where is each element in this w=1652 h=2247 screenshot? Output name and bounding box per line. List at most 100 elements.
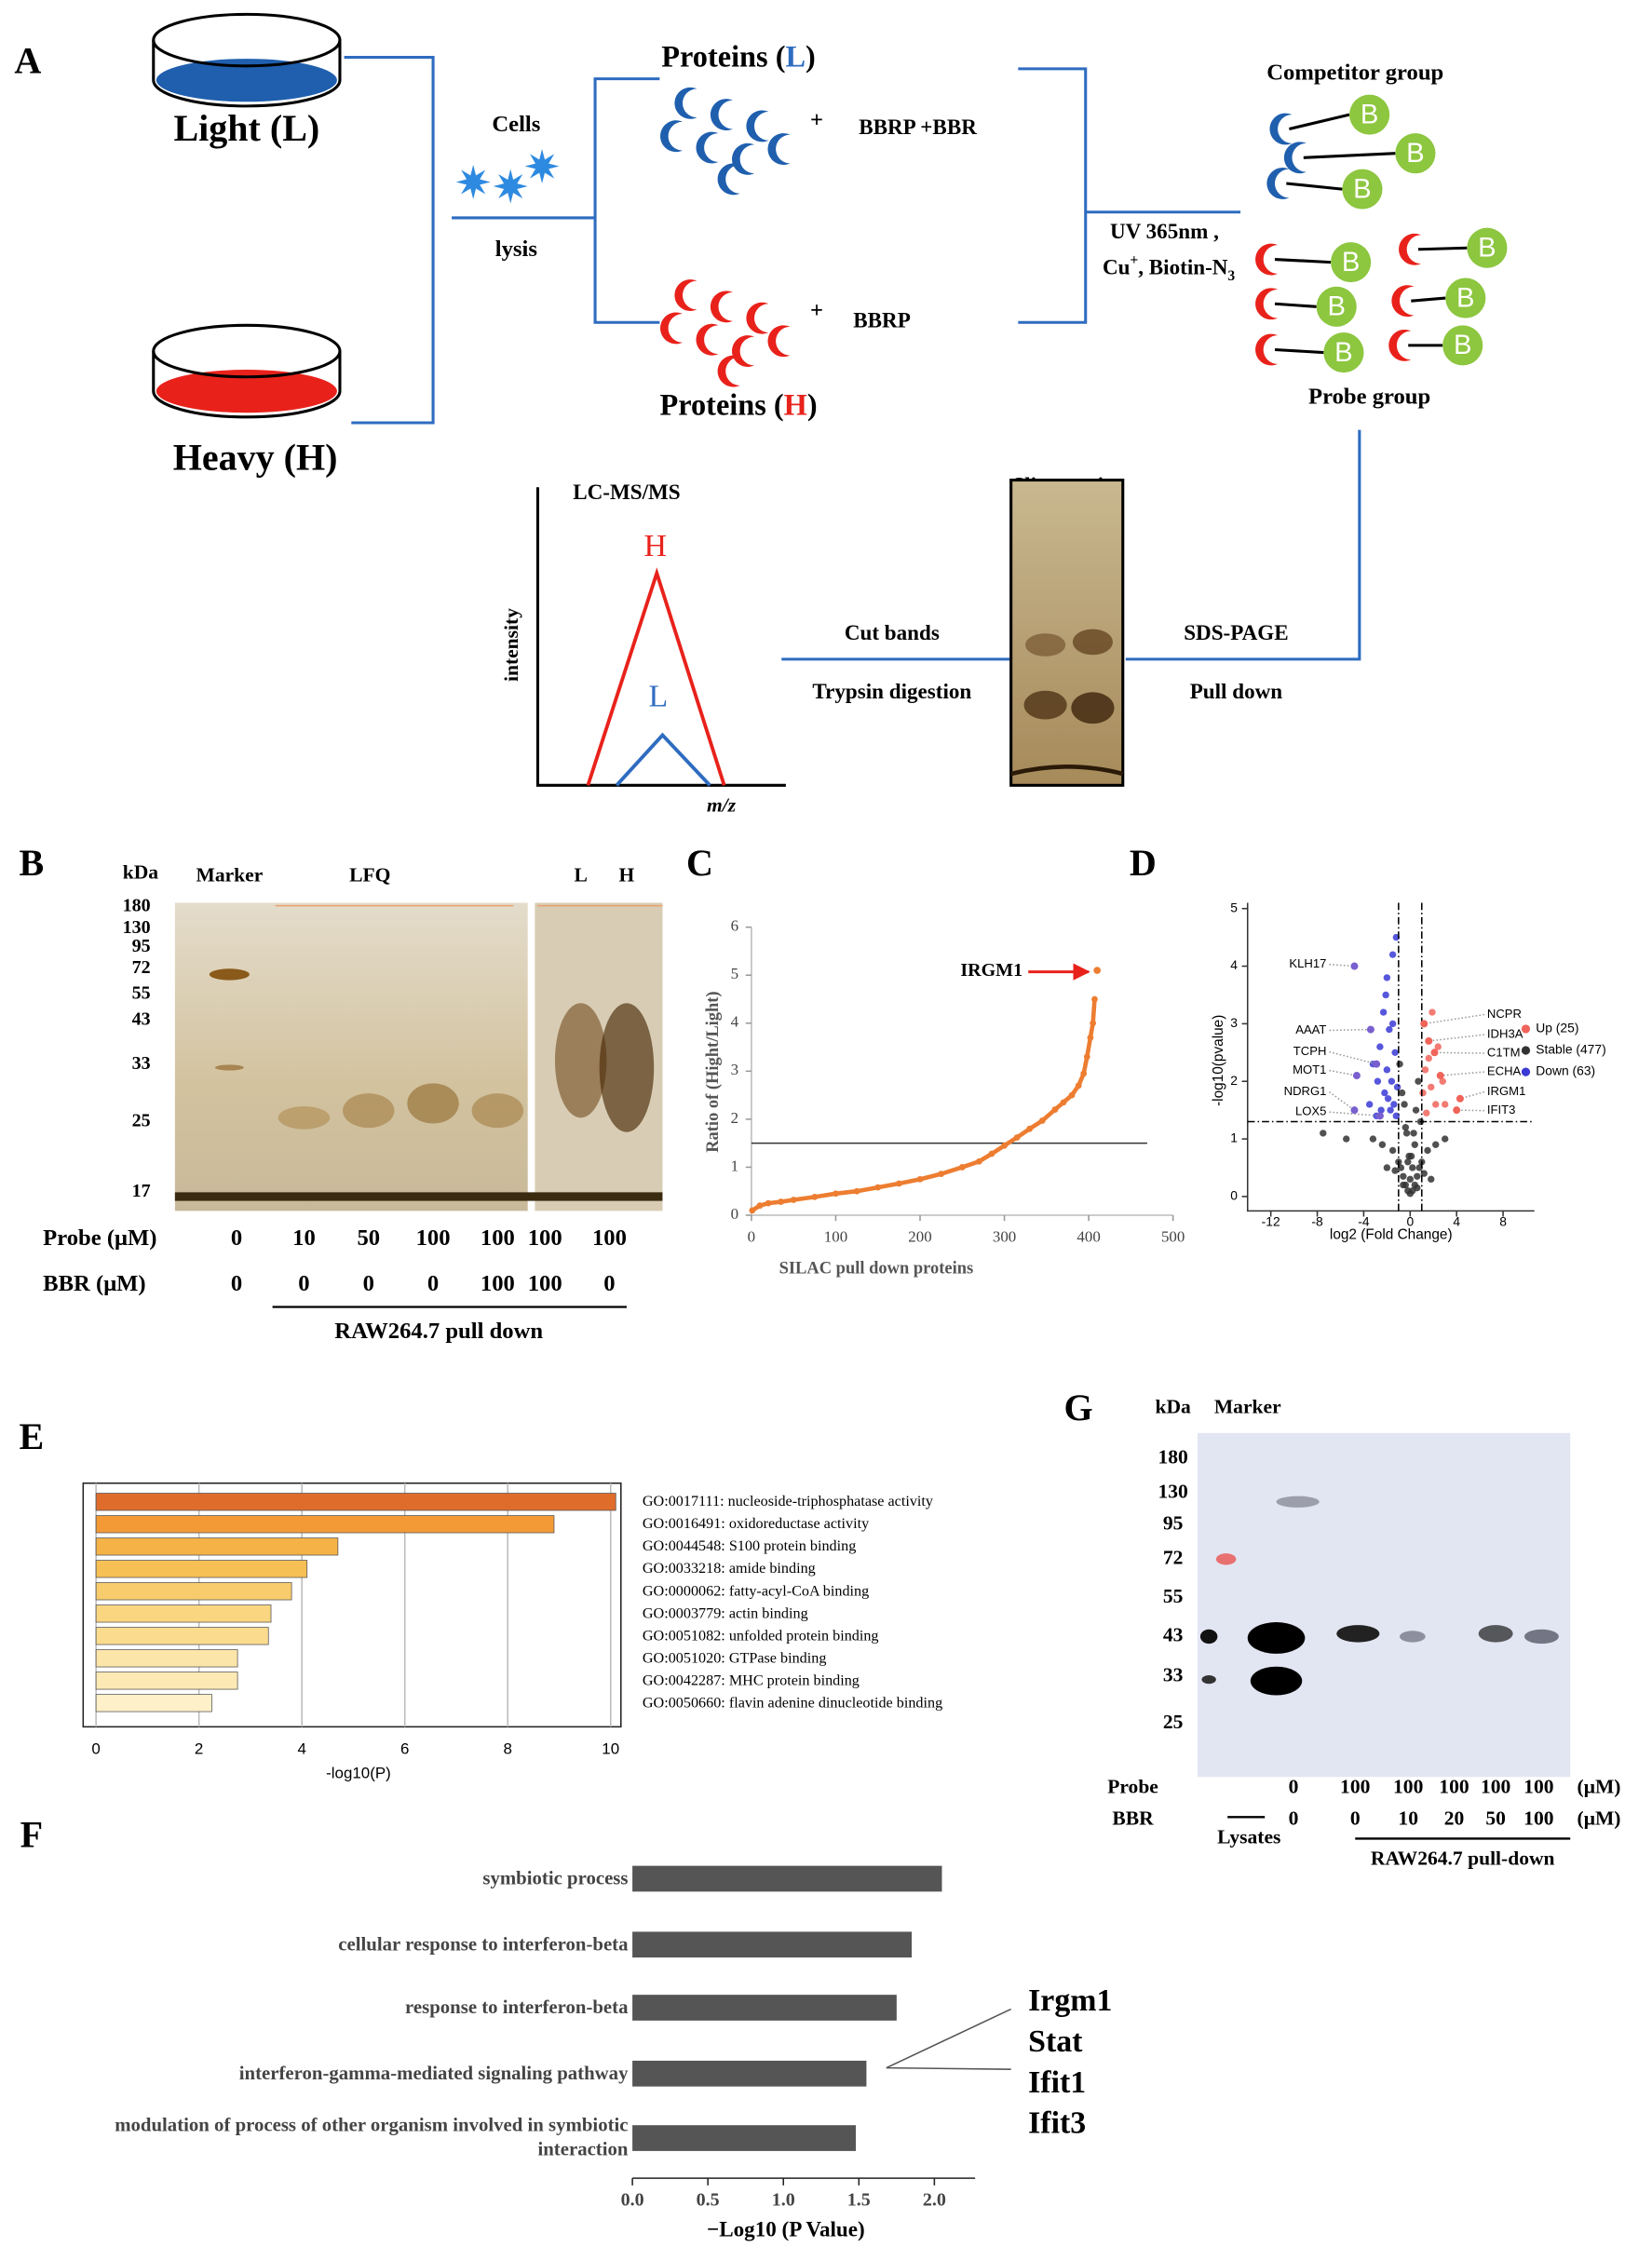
- dish-medium: [156, 370, 337, 413]
- point: [1410, 1130, 1417, 1137]
- mw-label: 55: [1163, 1585, 1184, 1607]
- point: [1396, 1060, 1403, 1068]
- labeled-point: [1436, 1072, 1444, 1080]
- panel-label: D: [1130, 842, 1157, 884]
- point: [958, 1164, 966, 1171]
- biotin: [1467, 227, 1508, 268]
- annotation: IRGM1: [960, 960, 1022, 981]
- axes: [1246, 902, 1535, 1212]
- letter: L: [785, 40, 806, 74]
- category-label-box: response to interferon-beta: [405, 1996, 628, 2017]
- protein: [746, 110, 769, 142]
- protein: [1255, 288, 1279, 320]
- point: [1376, 1043, 1384, 1050]
- point: [778, 1198, 785, 1205]
- legend-label: Up (25): [1536, 1021, 1578, 1036]
- bar: [95, 1627, 269, 1645]
- x-tick-label: 8: [504, 1739, 512, 1757]
- x-tick-label: 10: [602, 1739, 619, 1757]
- point: [1388, 951, 1397, 958]
- point: [1409, 1164, 1416, 1171]
- point: [976, 1157, 982, 1165]
- y-tick-label: 5: [731, 965, 738, 982]
- mw-label: 72: [1163, 1546, 1184, 1568]
- point: [1406, 1175, 1415, 1184]
- biotin-label: B: [1353, 174, 1372, 204]
- protein: [767, 325, 791, 358]
- y-axis-title: -log10(pvalue): [1211, 1015, 1226, 1106]
- lysates: Lysates: [1217, 1825, 1280, 1848]
- x-tick-label: -8: [1311, 1213, 1323, 1228]
- lane-label: Marker: [196, 864, 263, 887]
- bbrp-bbr: BBRP +BBR: [859, 115, 977, 139]
- leader-line: [1456, 1109, 1484, 1112]
- x-tick-label: 0: [91, 1739, 100, 1757]
- mw-label: 25: [132, 1111, 151, 1131]
- bar: [95, 1560, 308, 1578]
- kda-label: kDa: [123, 861, 159, 884]
- protein: [732, 142, 755, 175]
- dish-rim: [152, 323, 342, 379]
- biotin-label: B: [1361, 100, 1379, 129]
- lysis-label: lysis: [495, 237, 537, 262]
- leader-line: [1329, 1091, 1355, 1111]
- point: [1387, 1106, 1394, 1114]
- x-tick-label: 4: [1453, 1213, 1460, 1228]
- bbr-value: 100: [1523, 1807, 1553, 1829]
- bbr-value: 0: [1350, 1807, 1361, 1829]
- lane-label: H: [619, 864, 635, 887]
- point: [1439, 1077, 1446, 1085]
- biotin-label: B: [1342, 248, 1361, 277]
- bbr-value: 0: [603, 1271, 615, 1296]
- linker: [1417, 246, 1468, 251]
- category-label: GO:0051082: unfolded protein binding: [643, 1628, 879, 1644]
- labeled-point: [1350, 1106, 1359, 1115]
- bbr-value: 0: [298, 1271, 309, 1296]
- lane-label: L: [574, 864, 587, 887]
- point-label: IFIT3: [1487, 1103, 1516, 1117]
- point: [1090, 1020, 1097, 1027]
- point: [1429, 1008, 1436, 1016]
- x-tick-label: 300: [993, 1228, 1016, 1246]
- protein: [717, 163, 740, 196]
- biotin-label: B: [1456, 283, 1475, 313]
- point: [1075, 1082, 1082, 1090]
- bbr-value: 0: [1289, 1807, 1299, 1829]
- point: [1388, 1020, 1397, 1028]
- y-tick-label: 1: [1230, 1130, 1238, 1145]
- bar: [95, 1694, 212, 1712]
- pull-down: Pull down: [1190, 679, 1283, 703]
- point: [1432, 1101, 1440, 1108]
- point: [1404, 1187, 1412, 1195]
- point: [1425, 1054, 1432, 1063]
- labeled-point: [1373, 1060, 1381, 1068]
- point-label: AAAT: [1295, 1022, 1326, 1036]
- point-label: TCPH: [1293, 1044, 1327, 1058]
- bar: [632, 2060, 867, 2087]
- probe-value: 100: [481, 1225, 515, 1251]
- category-label: GO:0042287: MHC protein binding: [643, 1672, 860, 1688]
- category-label: GO:0003779: actin binding: [643, 1605, 808, 1621]
- band: [1199, 1629, 1218, 1645]
- probe-value: 100: [1481, 1776, 1510, 1798]
- mw-label: 43: [132, 1008, 151, 1029]
- point: [1400, 1172, 1407, 1180]
- sds-page: SDS-PAGE: [1184, 620, 1288, 644]
- point: [1383, 1164, 1391, 1171]
- superscript: +: [1130, 252, 1138, 268]
- gene-pointer: [886, 2008, 1011, 2070]
- panel-label: C: [686, 842, 713, 884]
- gene-label: Irgm1: [1028, 1983, 1112, 2018]
- protein: [1255, 333, 1279, 366]
- labeled-point: [1430, 1049, 1439, 1057]
- band: [278, 1106, 331, 1130]
- category-label-box: symbiotic process: [482, 1867, 628, 1888]
- x-axis-title: log2 (Fold Change): [1330, 1227, 1453, 1243]
- linker: [1303, 152, 1396, 159]
- plus: +: [810, 298, 823, 323]
- probe-value: 0: [231, 1225, 242, 1251]
- band: [343, 1093, 395, 1129]
- bar: [632, 1995, 897, 2021]
- y-axis-title: Ratio of (Hight/Light): [703, 991, 723, 1152]
- point: [1388, 1077, 1396, 1085]
